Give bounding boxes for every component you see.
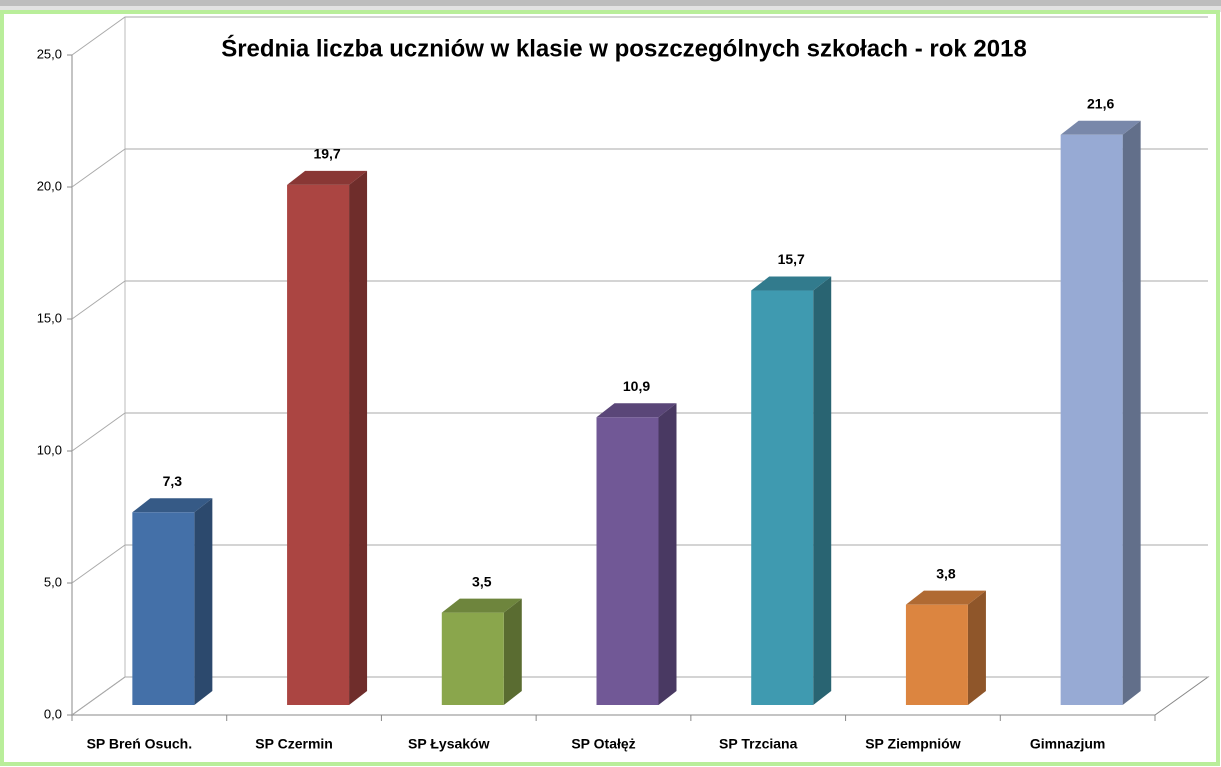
data-label: 21,6 (1087, 95, 1114, 111)
bar (596, 417, 659, 705)
grid-line (71, 16, 1208, 56)
top-shadow (0, 6, 1221, 12)
grid-line (71, 676, 1208, 716)
grid-line (71, 544, 1208, 584)
bar (132, 512, 195, 705)
bar (1060, 134, 1123, 705)
x-tick-label: SP Breń Osuch. (87, 736, 193, 752)
chart-title: Średnia liczba uczniów w klasie w poszcz… (221, 34, 1027, 62)
x-tick-label: SP Ziempniów (865, 736, 961, 752)
bar-top (751, 276, 832, 291)
y-tick-label: 20,0 (37, 178, 62, 193)
bar-side (1122, 120, 1141, 705)
data-label: 7,3 (163, 473, 183, 489)
grid-line (71, 148, 1208, 188)
x-tick-label: SP Trzciana (719, 736, 798, 752)
x-tick-label: SP Otałęż (571, 736, 635, 752)
top-shadow (0, 0, 1221, 8)
bar-top (132, 498, 213, 513)
data-label: 15,7 (778, 251, 805, 267)
y-tick-label: 5,0 (44, 574, 62, 589)
bar-side (813, 276, 832, 705)
bar (905, 604, 968, 705)
data-label: 3,8 (936, 565, 956, 581)
data-label: 10,9 (623, 378, 650, 394)
bar-top (441, 598, 522, 613)
bar (751, 290, 814, 705)
x-tick-label: SP Czermin (255, 736, 333, 752)
bar-side (503, 598, 522, 705)
bar-top (1060, 120, 1141, 135)
data-label: 19,7 (313, 146, 340, 162)
bar-side (658, 403, 677, 705)
bar-top (596, 403, 677, 418)
y-tick-label: 15,0 (37, 310, 62, 325)
grid-line (71, 412, 1208, 452)
bar (441, 612, 504, 705)
y-tick-label: 25,0 (37, 46, 62, 61)
bar-top (905, 590, 986, 605)
grid-line (71, 280, 1208, 320)
bar (287, 184, 350, 706)
bar-side (967, 590, 986, 705)
frame (0, 10, 1220, 766)
bar-top (287, 170, 368, 185)
data-label: 3,5 (472, 573, 492, 589)
bar-side (194, 498, 213, 705)
y-tick-label: 0,0 (44, 706, 62, 721)
x-tick-label: SP Łysaków (408, 736, 490, 752)
bar-side (349, 170, 368, 706)
x-tick-label: Gimnazjum (1030, 736, 1105, 752)
y-tick-label: 10,0 (37, 442, 62, 457)
